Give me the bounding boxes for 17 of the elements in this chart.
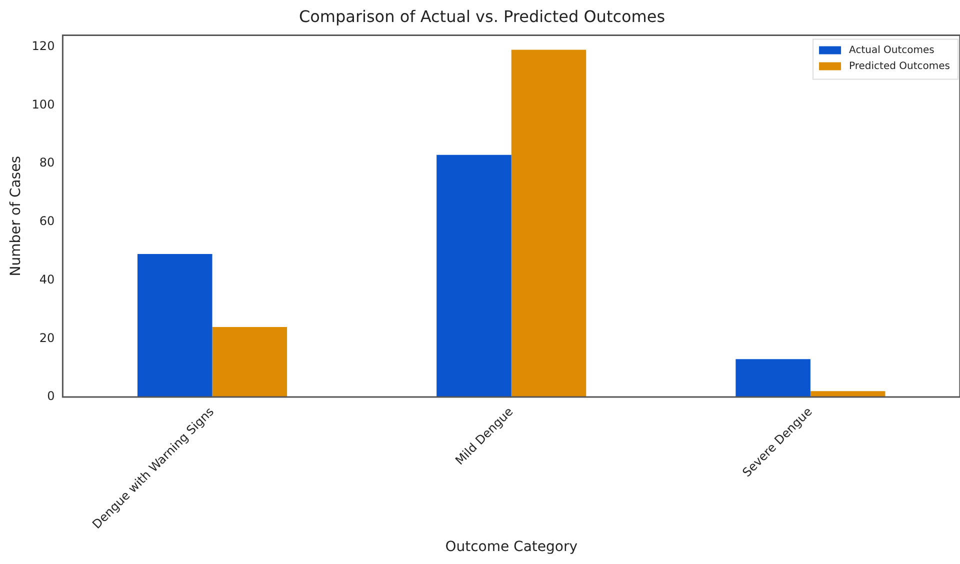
- bar: [212, 326, 288, 397]
- y-tick-label: 0: [47, 389, 55, 404]
- y-tick-label: 100: [32, 97, 55, 112]
- chart-title: Comparison of Actual vs. Predicted Outcomes: [298, 6, 666, 26]
- y-tick-label: 60: [39, 214, 55, 228]
- bar: [511, 50, 586, 397]
- y-axis-title: Number of Cases: [8, 156, 24, 276]
- legend-label: Actual Outcomes: [849, 44, 934, 56]
- bar: [736, 359, 810, 397]
- y-tick-label: 120: [32, 38, 55, 53]
- y-tick-label: 20: [39, 330, 55, 345]
- bar: [436, 154, 512, 397]
- x-axis-title: Outcome Category: [445, 539, 578, 556]
- legend-label: Predicted Outcomes: [849, 60, 950, 72]
- y-tick-label: 80: [39, 156, 55, 170]
- y-tick-label: 40: [39, 272, 55, 286]
- bar: [137, 254, 212, 397]
